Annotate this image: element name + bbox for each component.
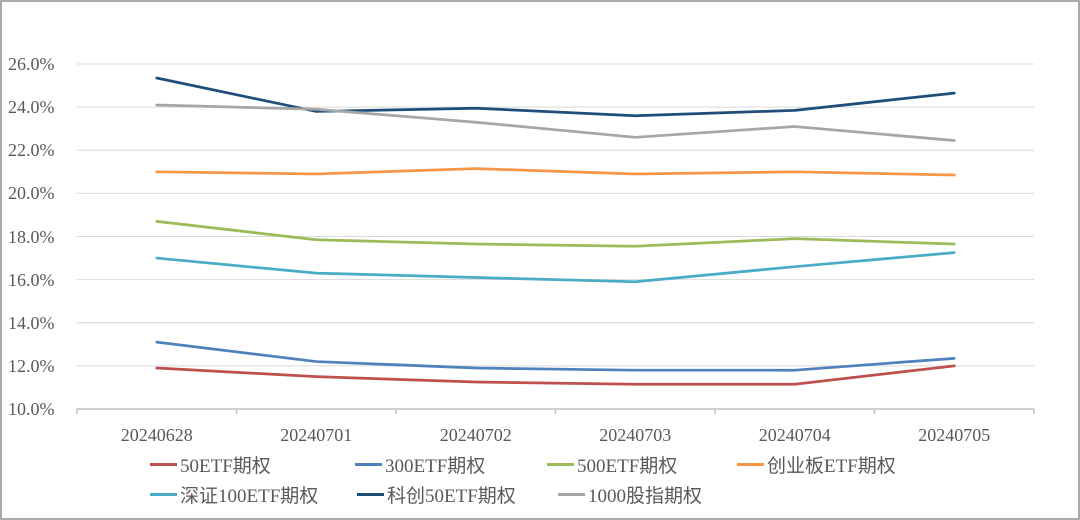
legend-label: 500ETF期权 <box>577 455 678 477</box>
y-axis-label: 24.0% <box>8 97 55 118</box>
legend-item-科创50ETF期权: 科创50ETF期权 <box>357 481 558 508</box>
legend-line-swatch <box>547 462 574 466</box>
legend-line-swatch <box>357 492 384 496</box>
y-axis-label: 20.0% <box>8 183 55 204</box>
x-axis-label: 20240703 <box>599 425 672 445</box>
y-axis-label: 16.0% <box>8 269 55 290</box>
y-axis-label: 14.0% <box>8 312 55 333</box>
series-line-4 <box>155 251 956 284</box>
x-axis-label: 20240702 <box>439 425 512 445</box>
legend-label: 科创50ETF期权 <box>387 485 516 507</box>
legend-label: 50ETF期权 <box>180 455 271 477</box>
legend-label: 300ETF期权 <box>385 455 486 477</box>
series-line-2 <box>155 220 956 248</box>
series-line-6 <box>155 103 956 142</box>
legend-item-500ETF期权: 500ETF期权 <box>547 451 737 478</box>
legend-line-swatch <box>558 492 585 496</box>
legend-label: 创业板ETF期权 <box>767 455 896 477</box>
y-axis-label: 12.0% <box>8 355 55 376</box>
series-line-1 <box>155 340 956 372</box>
series-line-5 <box>155 76 956 118</box>
x-axis-label: 20240705 <box>918 425 991 445</box>
legend-label: 1000股指期权 <box>588 485 703 507</box>
legend-label: 深证100ETF期权 <box>180 485 319 507</box>
legend-row-2: 深证100ETF期权 科创50ETF期权 1000股指期权 <box>150 479 1050 509</box>
legend-line-swatch <box>737 462 764 466</box>
y-axis-label: 10.0% <box>8 399 55 419</box>
x-axis-label: 20240701 <box>280 425 353 445</box>
legend-item-创业板ETF期权: 创业板ETF期权 <box>737 451 896 478</box>
legend-line-swatch <box>150 462 177 466</box>
x-axis-label: 20240628 <box>120 425 193 445</box>
legend-item-300ETF期权: 300ETF期权 <box>355 451 547 478</box>
legend-item-1000股指期权: 1000股指期权 <box>558 481 702 508</box>
y-axis-label: 26.0% <box>8 54 55 74</box>
legend-item-深证100ETF期权: 深证100ETF期权 <box>150 481 357 508</box>
legend-item-50ETF期权: 50ETF期权 <box>150 451 355 478</box>
series-line-0 <box>155 364 956 386</box>
y-axis-label: 22.0% <box>8 140 55 161</box>
legend-row-1: 50ETF期权 300ETF期权 500ETF期权 创业板ETF期权 <box>150 449 1050 479</box>
y-axis-label: 18.0% <box>8 226 55 247</box>
legend-line-swatch <box>150 492 177 496</box>
legend-line-swatch <box>355 462 382 466</box>
x-axis-label: 20240704 <box>758 425 831 445</box>
series-line-3 <box>155 167 956 177</box>
chart-legend: 50ETF期权 300ETF期权 500ETF期权 创业板ETF期权 深证100ETF期… <box>150 449 1050 509</box>
